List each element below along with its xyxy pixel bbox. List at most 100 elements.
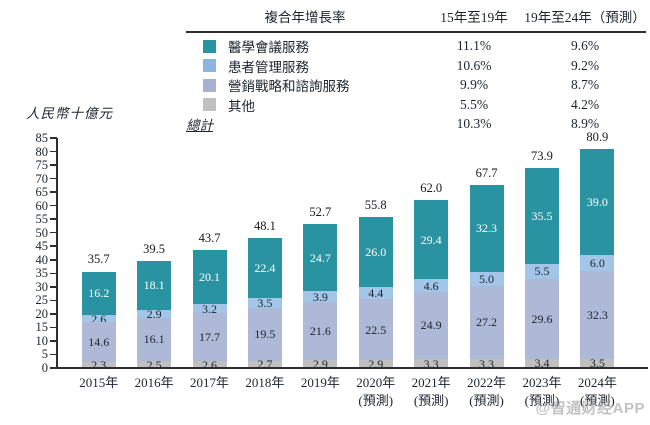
legend-cagr-15-19: 5.5% [459,96,489,112]
y-tick-mark [50,137,57,139]
bar-segment-其他: 3.3 [414,358,449,369]
legend-color-swatch [203,78,216,92]
bar-segment-營銷戰略和諮詢服務: 21.6 [303,301,338,361]
bar-segment-醫學會議服務: 26.0 [358,217,393,288]
bar-segment-營銷戰略和諮詢服務: 24.9 [414,291,449,360]
cagr-legend-table: 複合年增長率 15年至19年 19年至24年（預測） 醫學會議服務 11.1% 9.… [186,6,646,134]
bar-total-label: 55.8 [364,198,387,212]
bar-segment-醫學會議服務: 32.3 [469,184,504,273]
y-tick-label: 5 [41,347,48,362]
bar-segment-其他: 2.5 [137,359,172,370]
y-tick-mark [50,150,57,153]
stacked-bar: 35.5 5.5 29.6 3.4 [524,167,559,370]
legend-header-period-15-19: 15年至19年 [440,10,508,25]
y-tick-label: 85 [35,131,49,145]
legend-color-swatch [203,39,216,53]
bar-column-2016: 39.5 18.1 2.9 16.1 2.5 2016年 [126,138,181,390]
bar-segment-營銷戰略和諮詢服務: 17.7 [192,313,227,361]
bar-total-label: 80.9 [586,130,609,145]
bar-segment-營銷戰略和諮詢服務: 27.2 [469,285,504,360]
y-tick-mark [50,299,57,302]
bar-segment-患者管理服務: 4.6 [414,279,449,292]
x-axis-label: 2017年 [190,375,230,390]
y-tick-mark [50,204,57,207]
legend-cagr-19-24: 9.2% [570,57,600,73]
y-tick-mark [50,313,57,315]
legend-cagr-15-19: 9.9% [459,77,489,92]
x-axis-label: 2023年 (預測) [506,374,578,409]
bar-segment-醫學會議服務: 20.1 [192,250,227,305]
legend-total-cagr-19-24: 8.9% [570,116,600,131]
bar-total-label: 67.7 [475,165,498,180]
stacked-bar-plot-area: 0 5 10 15 20 25 30 35 40 45 50 55 60 65 70 75 80 85 35.7 1… [0,130,650,408]
y-tick-label: 30 [35,279,49,294]
stacked-bar: 18.1 2.9 16.1 2.5 [137,260,172,370]
x-axis-label: 2024年 (預測) [561,374,633,409]
y-tick-label: 80 [35,144,49,159]
legend-header-row: 複合年增長率 15年至19年 19年至24年（預測） [186,6,646,33]
stacked-bar: 20.1 3.2 17.7 2.6 [192,250,227,371]
bar-segment-營銷戰略和諮詢服務: 16.1 [137,317,172,362]
y-tick-label: 25 [35,293,49,308]
stacked-bar: 26.0 4.4 22.5 2.9 [358,217,393,370]
y-tick-mark [50,326,57,329]
x-axis-forecast-note: (預測) [524,392,560,408]
y-axis-title: 人民幣十億元 [26,106,113,121]
x-axis-label: 2021年 (預測) [395,374,467,409]
bar-total-label: 52.7 [309,205,332,220]
legend-cagr-15-19: 11.1% [456,38,492,53]
legend-total-cagr-15-19: 10.3% [456,116,492,131]
watermark: @智通财经APP [535,400,645,417]
bar-total-label: 35.7 [87,252,110,267]
x-axis-forecast-note: (預測) [580,392,615,408]
bar-segment-患者管理服務: 2.6 [81,313,116,325]
y-tick-mark [50,191,57,193]
bar-segment-其他: 3.5 [580,358,615,369]
bar-total-label: 48.1 [253,218,276,233]
bar-column-2024: 80.9 39.0 6.0 32.3 3.5 2024年 (預測) [570,130,625,407]
bar-column-2021: 62.0 29.4 4.6 24.9 3.3 2021年 (預測) [403,138,458,408]
y-tick-mark [50,272,57,275]
bar-segment-營銷戰略和諮詢服務: 29.6 [524,278,559,359]
bar-segment-醫學會議服務: 35.5 [524,167,559,264]
y-tick-mark [50,231,57,234]
stacked-bar: 24.7 3.9 21.6 2.9 [303,224,338,370]
y-tick-label: 50 [35,225,49,240]
stacked-bar: 29.4 4.6 24.9 3.3 [414,199,449,369]
y-tick-mark [50,177,57,180]
y-tick-mark [50,218,57,220]
legend-header-period-19-24: 19年至24年（預測） [524,10,646,25]
stacked-bar: 16.2 2.6 14.6 2.3 [81,271,116,371]
bar-segment-醫學會議服務: 24.7 [303,224,338,292]
y-tick-label: 15 [35,320,49,335]
legend-row-3: 營銷戰略和諮詢服務 9.9% 8.7% [186,75,646,95]
x-axis-line [56,367,648,369]
y-axis-line [56,138,58,369]
x-axis-label: 2022年 (預測) [451,374,523,409]
bar-segment-醫學會議服務: 16.2 [81,271,116,316]
bar-segment-營銷戰略和諮詢服務: 22.5 [358,299,393,361]
x-axis-label: 2018年 [245,375,285,390]
y-tick-label: 70 [35,171,49,186]
y-tick-label: 20 [35,306,49,321]
bar-total-label: 43.7 [198,231,221,245]
bar-segment-營銷戰略和諮詢服務: 19.5 [247,307,282,361]
x-axis-label: 2019年 [300,375,340,390]
y-tick-mark [50,245,57,247]
x-axis-label: 2015年 [79,375,119,390]
legend-series-label: 醫學會議服務 [228,40,309,55]
bar-segment-醫學會議服務: 22.4 [247,237,282,299]
bar-segment-患者管理服務: 5.5 [524,263,559,279]
bar-segment-患者管理服務: 3.2 [192,303,227,315]
legend-header-cagr: 複合年增長率 [264,10,346,25]
bar-segment-營銷戰略和諮詢服務: 14.6 [81,322,116,362]
bar-total-label: 73.9 [531,148,553,163]
bar-total-label: 62.0 [420,180,443,195]
bar-segment-營銷戰略和諮詢服務: 32.3 [580,271,615,359]
bar-segment-醫學會議服務: 39.0 [580,149,615,255]
legend-cagr-19-24: 9.6% [570,38,600,53]
legend-total-row: 總計 10.3% 8.9% [186,114,646,134]
bar-segment-患者管理服務: 5.0 [469,272,504,286]
bar-segment-其他: 3.3 [469,358,504,369]
